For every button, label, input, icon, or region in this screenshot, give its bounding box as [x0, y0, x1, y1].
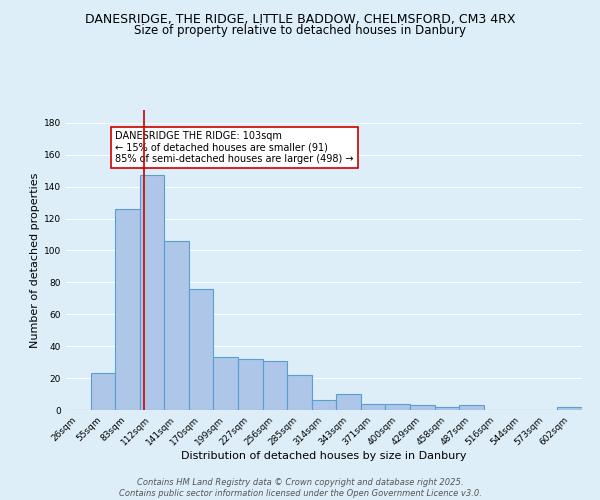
Bar [287, 375, 312, 410]
Bar [263, 360, 287, 410]
Bar [361, 404, 385, 410]
Y-axis label: Number of detached properties: Number of detached properties [30, 172, 40, 348]
Bar [140, 176, 164, 410]
Text: Contains HM Land Registry data © Crown copyright and database right 2025.
Contai: Contains HM Land Registry data © Crown c… [119, 478, 481, 498]
Text: DANESRIDGE THE RIDGE: 103sqm
← 15% of detached houses are smaller (91)
85% of se: DANESRIDGE THE RIDGE: 103sqm ← 15% of de… [115, 130, 353, 164]
Bar [410, 405, 434, 410]
Bar [115, 209, 140, 410]
Bar [434, 407, 459, 410]
Bar [164, 241, 189, 410]
Bar [214, 358, 238, 410]
Text: DANESRIDGE, THE RIDGE, LITTLE BADDOW, CHELMSFORD, CM3 4RX: DANESRIDGE, THE RIDGE, LITTLE BADDOW, CH… [85, 12, 515, 26]
Bar [557, 407, 582, 410]
Text: Size of property relative to detached houses in Danbury: Size of property relative to detached ho… [134, 24, 466, 37]
Bar [336, 394, 361, 410]
Bar [91, 374, 115, 410]
X-axis label: Distribution of detached houses by size in Danbury: Distribution of detached houses by size … [181, 451, 467, 461]
Bar [189, 288, 214, 410]
Bar [459, 405, 484, 410]
Bar [312, 400, 336, 410]
Bar [238, 359, 263, 410]
Bar [385, 404, 410, 410]
